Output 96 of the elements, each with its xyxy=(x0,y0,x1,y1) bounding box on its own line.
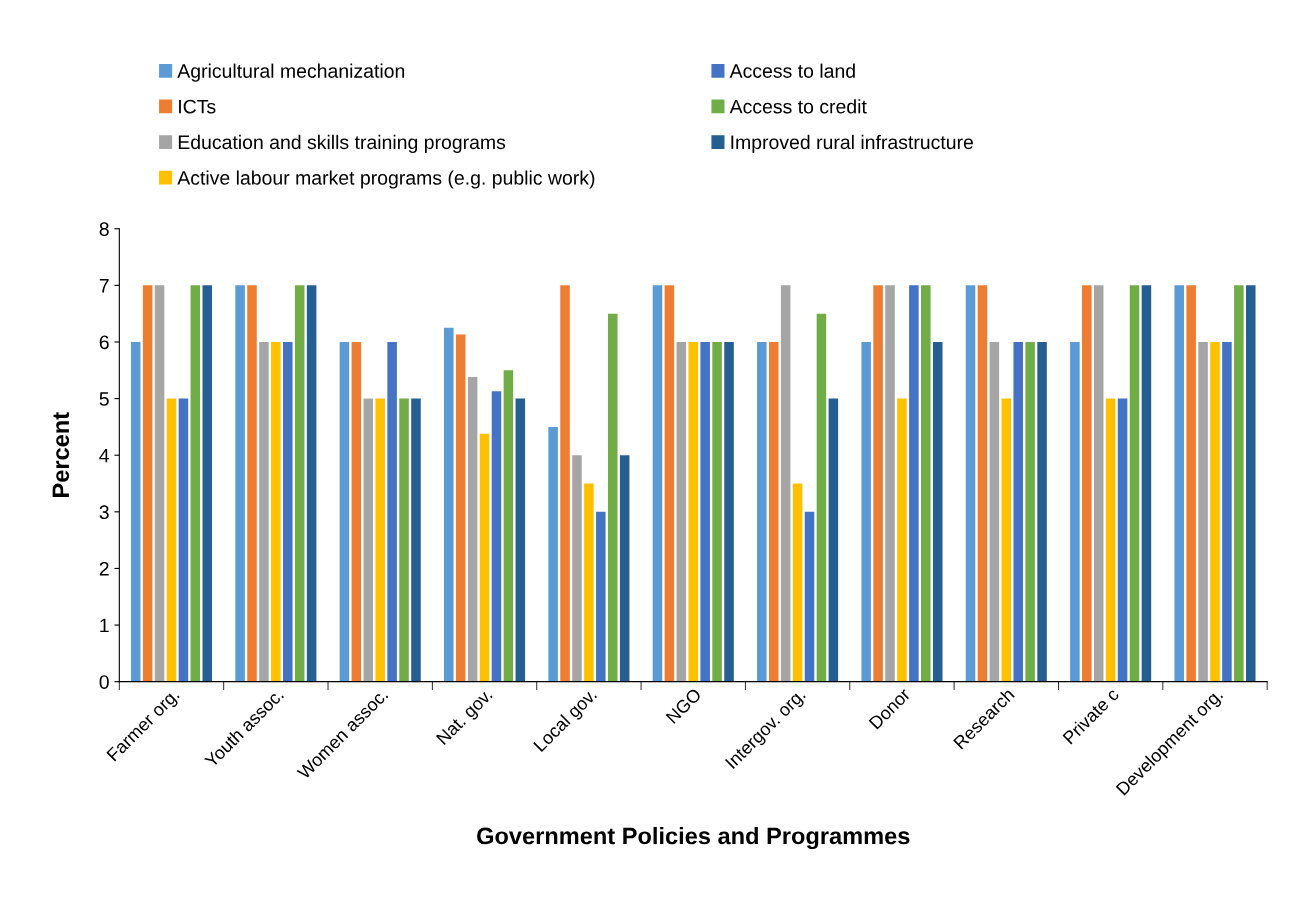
legend-label: Active labour market programs (e.g. public work) xyxy=(177,170,595,189)
bar xyxy=(792,483,803,682)
bar xyxy=(548,426,558,682)
bar xyxy=(283,341,293,682)
bar xyxy=(178,398,189,682)
legend-label: Access to land xyxy=(729,63,855,78)
bar xyxy=(932,341,943,682)
bar xyxy=(652,285,663,682)
bar xyxy=(572,455,582,682)
bar xyxy=(1141,285,1152,682)
bar xyxy=(816,313,827,682)
bar xyxy=(989,341,1000,682)
bar xyxy=(363,398,374,682)
bar xyxy=(1001,398,1012,682)
bar xyxy=(804,511,815,682)
bar xyxy=(1222,341,1232,682)
bar xyxy=(596,511,606,682)
legend-label: Improved rural infrastructure xyxy=(731,134,973,153)
bar xyxy=(780,285,791,682)
bar xyxy=(339,341,350,682)
bar xyxy=(1186,285,1196,682)
bar xyxy=(375,398,385,682)
bar xyxy=(271,341,281,682)
bar xyxy=(411,398,421,682)
bar xyxy=(700,341,710,682)
y-tick-label: 8 xyxy=(99,222,109,236)
bar xyxy=(1025,341,1035,682)
bar xyxy=(664,285,675,682)
y-axis-title: Percent xyxy=(52,412,70,497)
y-tick-label: 2 xyxy=(99,561,109,576)
bar xyxy=(503,370,514,682)
bar xyxy=(560,285,570,682)
bar xyxy=(712,341,722,682)
bar xyxy=(351,341,362,682)
bar xyxy=(676,341,687,682)
bar xyxy=(607,313,618,682)
legend-label: Access to credit xyxy=(729,99,867,114)
bar xyxy=(897,398,907,682)
bar xyxy=(1234,285,1244,682)
bar xyxy=(202,285,213,682)
bar xyxy=(828,398,839,682)
bar xyxy=(584,483,594,682)
bar xyxy=(1093,285,1104,682)
bar xyxy=(1129,285,1140,682)
y-tick-label: 1 xyxy=(100,618,109,633)
bar xyxy=(467,377,478,682)
bar xyxy=(491,391,502,682)
bar xyxy=(130,341,141,682)
bar xyxy=(965,285,976,682)
bar xyxy=(515,398,526,682)
bar xyxy=(1210,341,1220,682)
y-tick-label: 3 xyxy=(99,505,109,520)
bar xyxy=(387,341,397,682)
bar xyxy=(154,285,165,682)
bar xyxy=(306,285,317,682)
bar xyxy=(399,398,409,682)
legend-label: Agricultural mechanization xyxy=(177,63,405,82)
bar xyxy=(1198,341,1208,682)
bar xyxy=(1174,285,1184,682)
bar xyxy=(977,285,988,682)
bar xyxy=(724,341,734,682)
bar xyxy=(235,285,245,682)
bar xyxy=(455,334,466,682)
bar xyxy=(479,433,490,682)
bar xyxy=(190,285,201,682)
legend-label: ICTs xyxy=(179,99,216,114)
bar xyxy=(688,341,699,682)
bar xyxy=(1117,398,1128,682)
y-tick-label: 5 xyxy=(99,392,109,406)
y-tick-label: 7 xyxy=(99,279,109,293)
y-tick-label: 0 xyxy=(99,675,109,689)
bar xyxy=(444,327,454,682)
bar xyxy=(294,285,305,682)
bar xyxy=(1013,341,1023,682)
bar xyxy=(885,285,895,682)
y-tick-label: 4 xyxy=(99,448,110,463)
legend-label: Education and skills training programs xyxy=(178,134,506,153)
bar xyxy=(861,341,871,682)
bar xyxy=(1037,341,1047,682)
bar xyxy=(1070,341,1080,682)
y-tick-label: 6 xyxy=(99,335,109,350)
x-tick-label: Nat. gov. xyxy=(435,688,496,748)
bar xyxy=(166,398,177,682)
bar xyxy=(247,285,257,682)
bar xyxy=(259,341,269,682)
bar xyxy=(921,285,931,682)
bar xyxy=(873,285,883,682)
x-axis-title: Government Policies and Programmes xyxy=(477,826,910,850)
bar xyxy=(909,285,919,682)
bar xyxy=(142,285,153,682)
bar xyxy=(757,341,767,682)
bar xyxy=(619,455,630,682)
bar xyxy=(1105,398,1116,682)
bar xyxy=(1082,285,1092,682)
bar xyxy=(1246,285,1256,682)
bar xyxy=(768,341,779,682)
